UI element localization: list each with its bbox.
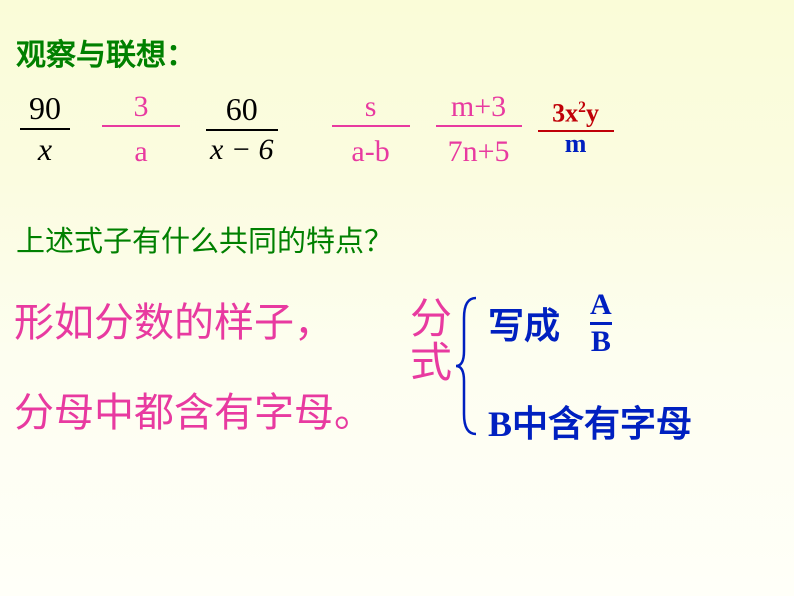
def1-frac-den: B	[591, 327, 611, 357]
frac2-den: a	[130, 135, 151, 168]
frac5-num: m+3	[447, 90, 510, 123]
fraction-6: 3x2y m	[538, 99, 614, 159]
fenshi-label: 分 式	[410, 298, 452, 386]
fenshi-bot: 式	[410, 342, 452, 386]
frac2-bar	[102, 125, 180, 127]
frac1-den: x	[34, 132, 56, 167]
def1-frac-num: A	[590, 290, 612, 320]
question-text: 上述式子有什么共同的特点？	[16, 218, 393, 260]
frac3-bar	[206, 129, 278, 131]
def1-fraction: A B	[590, 290, 612, 357]
definition-2: B中含有字母	[488, 395, 692, 447]
frac5-bar	[436, 125, 522, 127]
fraction-4: s a-b	[332, 90, 410, 168]
fraction-2: 3 a	[102, 90, 180, 168]
frac6-num: 3x2y	[548, 99, 603, 128]
brace-icon	[454, 296, 482, 436]
frac3-den: x − 6	[206, 133, 278, 166]
frac5-den: 7n+5	[444, 135, 514, 168]
frac1-num: 90	[25, 91, 65, 126]
fraction-3: 60 x − 6	[206, 92, 278, 166]
frac1-bar	[20, 128, 70, 130]
fraction-5: m+3 7n+5	[436, 90, 522, 168]
fenshi-top: 分	[410, 298, 452, 342]
frac3-num: 60	[222, 92, 262, 127]
frac2-num: 3	[130, 90, 153, 123]
frac4-den: a-b	[347, 135, 393, 168]
feature-line-1: 形如分数的样子，	[14, 290, 334, 348]
frac6-den: m	[561, 130, 591, 159]
def1-label: 写成	[488, 297, 560, 349]
feature-line-2: 分母中都含有字母。	[14, 380, 374, 438]
frac4-bar	[332, 125, 410, 127]
page-title: 观察与联想：	[16, 30, 196, 74]
definition-1: 写成 A B	[488, 290, 612, 357]
fraction-1: 90 x	[20, 91, 70, 167]
frac4-num: s	[361, 90, 381, 123]
fractions-row: 90 x 3 a 60 x − 6 s a-b m+3 7n+5 3x2y m	[20, 90, 614, 168]
